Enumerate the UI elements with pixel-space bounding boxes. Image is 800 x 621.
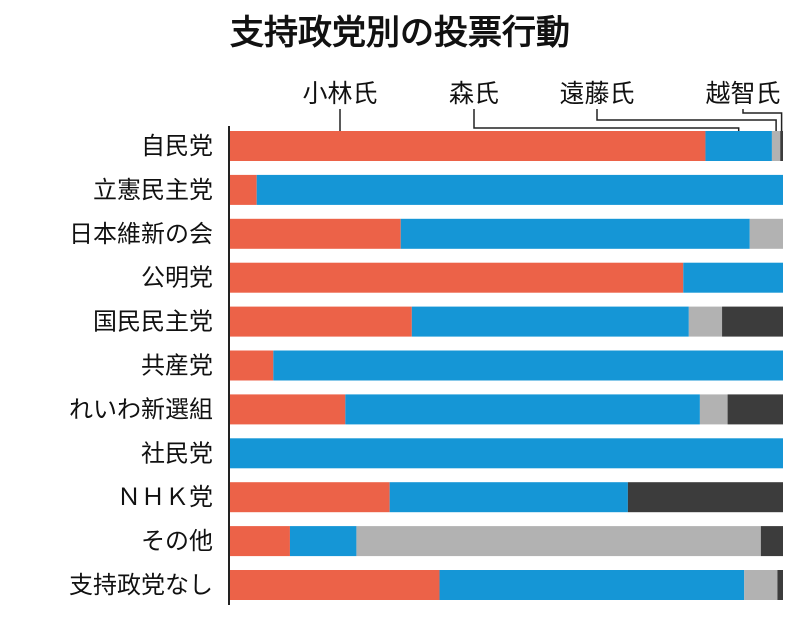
bar-segment xyxy=(229,306,412,337)
bar-segment xyxy=(699,394,728,425)
bar-segment xyxy=(771,131,781,161)
bar-segment xyxy=(749,218,783,249)
bar-segment xyxy=(229,174,257,205)
legend-leader-line xyxy=(596,109,777,131)
bar-segment xyxy=(229,438,783,469)
bar-segment xyxy=(229,350,274,381)
category-label: 国民民主党 xyxy=(93,308,213,336)
category-label: 支持政党なし xyxy=(69,571,213,599)
bar-segment xyxy=(229,262,684,293)
legend-label: 小林氏 xyxy=(302,79,377,108)
bar-segment xyxy=(289,526,357,557)
bar-segment xyxy=(400,218,750,249)
bar-segment xyxy=(345,394,700,425)
bar-segment xyxy=(777,570,783,600)
legend-leader-line xyxy=(742,109,783,131)
legend: 小林氏 森氏 遠藤氏 越智氏 xyxy=(302,79,780,108)
bar-segment xyxy=(229,394,346,425)
bar-segment xyxy=(439,570,745,600)
bar-segment xyxy=(229,570,440,600)
bar-segment xyxy=(229,131,706,161)
bar-segment xyxy=(389,482,628,513)
legend-leader-line xyxy=(473,109,740,131)
bar-segment xyxy=(411,306,689,337)
category-label: ＮＨＫ党 xyxy=(117,483,213,511)
bar-segment xyxy=(744,570,778,600)
category-label: 社民党 xyxy=(141,439,213,467)
category-label: 立憲民主党 xyxy=(93,176,213,204)
bar-segment xyxy=(780,131,783,161)
bar-segment xyxy=(229,482,390,513)
bar-segment xyxy=(688,306,723,337)
bar-segment xyxy=(256,174,783,205)
bar-segment xyxy=(727,394,783,425)
bar-segment xyxy=(760,526,783,557)
bar-segment xyxy=(229,218,401,249)
bar-segment xyxy=(229,526,290,557)
category-label: 日本維新の会 xyxy=(69,220,213,248)
bars xyxy=(229,131,783,600)
legend-label: 森氏 xyxy=(449,79,499,108)
bar-segment xyxy=(722,306,783,337)
category-label: 共産党 xyxy=(141,352,213,380)
category-label: れいわ新選組 xyxy=(69,395,213,423)
category-label: その他 xyxy=(141,527,213,555)
bar-segment xyxy=(627,482,783,513)
category-label: 自民党 xyxy=(141,132,213,160)
category-label: 公明党 xyxy=(141,264,213,292)
chart-title: 支持政党別の投票行動 xyxy=(230,13,570,53)
bar-segment xyxy=(683,262,783,293)
legend-label: 越智氏 xyxy=(705,79,780,108)
legend-leader-lines xyxy=(339,109,783,131)
bar-segment xyxy=(356,526,761,557)
bar-segment xyxy=(705,131,772,161)
bar-segment xyxy=(273,350,783,381)
legend-label: 遠藤氏 xyxy=(559,79,634,108)
